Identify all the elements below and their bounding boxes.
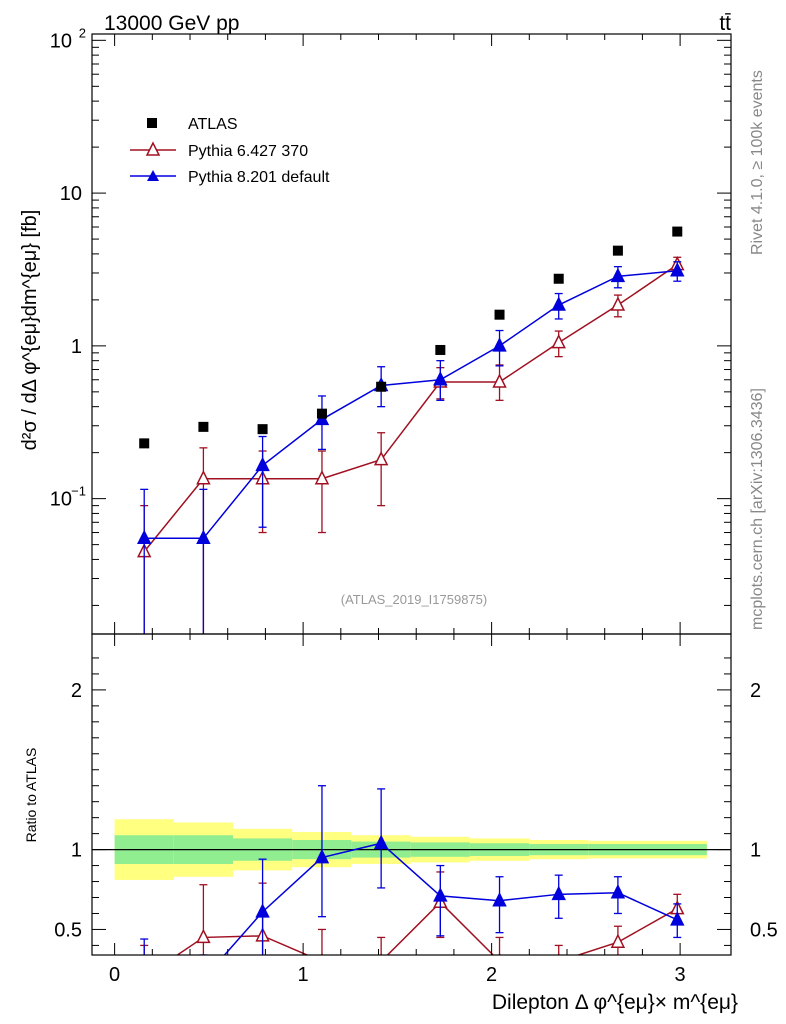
atlas-data-point (257, 424, 268, 435)
py6-main-marker (314, 470, 330, 485)
py6-ratio-marker (138, 970, 150, 982)
y-tick-exponent: 2 (79, 25, 86, 40)
ratio-tick-label-left: 1 (71, 840, 82, 862)
py6-ratio-marker (380, 952, 383, 955)
atlas-data-point (553, 273, 564, 284)
ratio-tick-label-right: 0.5 (750, 919, 778, 941)
y-axis-title: d²σ / dΔ φ^{eμ}dm^{eμ} [fb] (19, 210, 41, 451)
atlas-data-point (494, 309, 505, 320)
py6-ratio-marker (610, 933, 626, 948)
x-tick-label: 1 (298, 964, 309, 986)
x-tick-label: 3 (675, 964, 686, 986)
py6-main-marker (610, 296, 626, 311)
py8-ratio-marker (197, 972, 209, 984)
py8-ratio-marker (433, 887, 448, 902)
series-layer (136, 226, 685, 984)
py6-main-marker (492, 373, 507, 388)
atlas-data-point (198, 421, 209, 432)
energy-label: 13000 GeV pp (104, 12, 239, 35)
py6-ratio-marker (320, 952, 324, 955)
py8-ratio-marker (670, 911, 685, 926)
main-series (136, 226, 685, 634)
x-tick-label: 2 (486, 964, 497, 986)
legend-py6-marker (145, 141, 161, 156)
py8-ratio-marker (373, 834, 389, 849)
py8-ratio-marker (610, 884, 626, 899)
py6-main-marker (196, 470, 211, 485)
py6-ratio-line (176, 901, 678, 955)
py6-ratio-marker (557, 952, 560, 955)
legend-py8-marker (147, 170, 159, 181)
legend-py6-label: Pythia 6.427 370 (188, 143, 308, 160)
ratio-frame (91, 633, 732, 956)
py6-main-marker (373, 450, 389, 466)
ratio-axis-title: Ratio to ATLAS (23, 748, 39, 843)
py6-ratio-marker (196, 928, 211, 944)
y-tick-label: 1 (71, 336, 82, 358)
y-tick-label: 10 (50, 30, 72, 52)
atlas-data-point (612, 245, 623, 256)
legend-py8-label: Pythia 8.201 default (188, 169, 330, 186)
atlas-data-point (672, 226, 683, 237)
legend-atlas-label: ATLAS (188, 116, 238, 133)
legend-atlas-marker (147, 118, 157, 128)
atlas-data-point (435, 344, 446, 355)
py8-ratio-marker (314, 848, 330, 864)
analysis-watermark: (ATLAS_2019_I1759875) (341, 592, 487, 607)
py8-main-marker (136, 529, 152, 545)
py8-main-marker (196, 529, 211, 545)
legend: ATLAS Pythia 6.427 370 Pythia 8.201 defa… (130, 116, 330, 186)
atlas-data-point (139, 438, 150, 449)
py8-ratio-line (223, 842, 678, 955)
ratio-tick-label-right: 1 (750, 840, 761, 862)
x-tick-label: 0 (109, 964, 120, 986)
py8-ratio-marker (551, 885, 566, 901)
py8-main-marker (255, 456, 270, 472)
py6-main-marker (551, 333, 566, 349)
ratio-series (138, 785, 685, 984)
y-tick-label: 10 (50, 489, 72, 511)
ratio-tick-label-left: 2 (71, 680, 82, 702)
py8-main-marker (492, 337, 507, 352)
ratio-tick-label-left: 0.5 (54, 919, 82, 941)
ratio-tick-label-right: 2 (750, 680, 761, 702)
rivet-label: Rivet 4.1.0, ≥ 100k events (749, 70, 766, 255)
y-tick-label: 10 (60, 183, 82, 205)
atlas-data-point (316, 408, 327, 419)
py8-main-marker (670, 262, 685, 277)
py8-ratio-marker (492, 892, 507, 907)
process-label: tt̄ (719, 12, 731, 35)
py8-main-marker (551, 296, 566, 311)
x-axis-title: Dilepton Δ φ^{eμ}× m^{eμ} (492, 991, 738, 1014)
py6-main-line (143, 264, 678, 553)
py8-main-marker (610, 267, 626, 283)
y-tick-exponent: −1 (71, 484, 86, 499)
py8-ratio-marker (255, 903, 270, 918)
atlas-data-point (376, 381, 387, 392)
mcplots-label: mcplots.cern.ch [arXiv:1306.3436] (749, 388, 766, 630)
py8-ratio-marker (138, 964, 150, 976)
py8-main-line (144, 270, 678, 540)
py8-main-marker (433, 371, 448, 386)
